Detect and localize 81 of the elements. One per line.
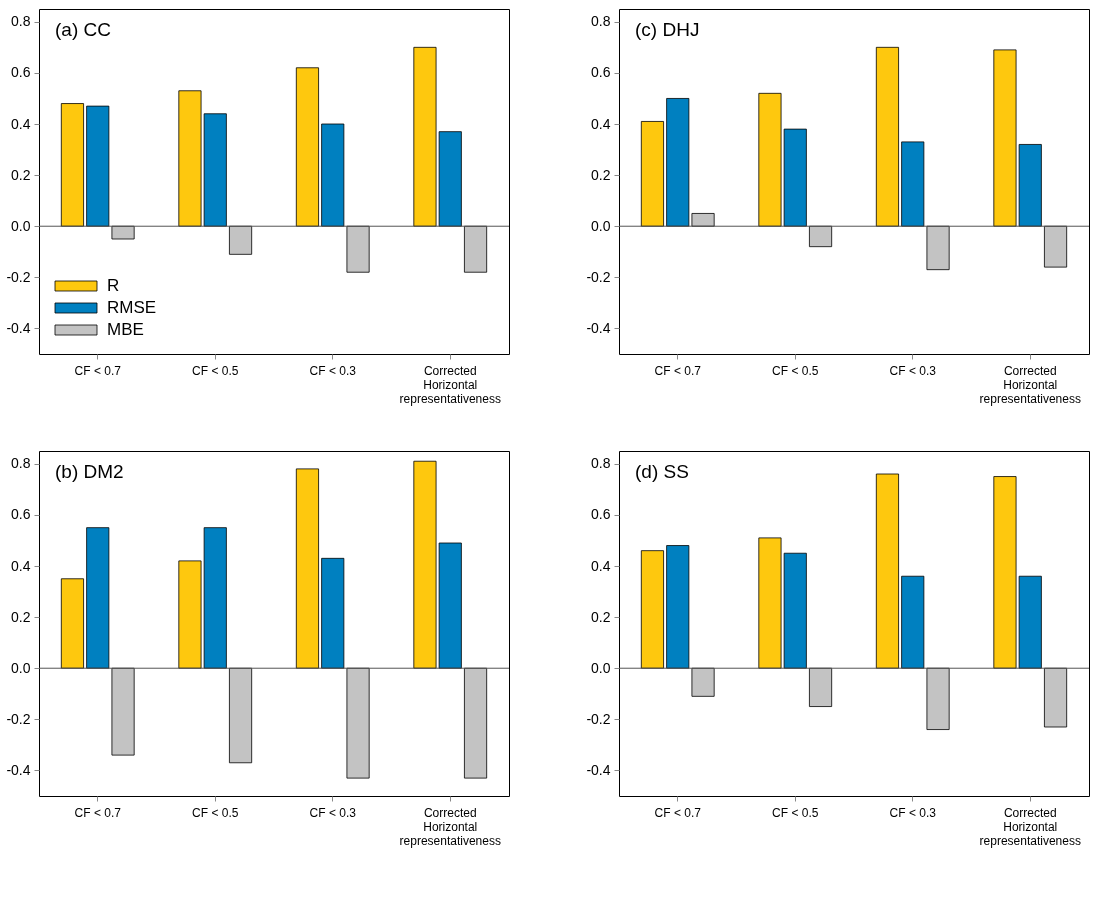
y-tick-label: 0.2 (591, 608, 611, 625)
bar (229, 667, 253, 764)
x-tick-label: CF < 0.3 (889, 805, 937, 820)
bar (901, 141, 925, 227)
y-tick-label: 0.4 (11, 557, 31, 574)
y-tick-label: 0.6 (11, 506, 31, 523)
x-tick-label: CF < 0.5 (192, 805, 239, 820)
bar (346, 225, 370, 273)
y-tick-label: 0.2 (11, 608, 31, 625)
text: (a) CC (55, 19, 111, 40)
bar (809, 667, 833, 707)
bar (464, 225, 488, 273)
y-tick-label: 0.2 (11, 166, 31, 183)
y-tick-label: 0.4 (591, 115, 611, 132)
y-tick-label: -0.2 (586, 710, 611, 727)
y-tick-label: -0.2 (6, 710, 31, 727)
y-tick-label: 0.8 (11, 455, 31, 472)
x-tick-label: CF < 0.7 (654, 805, 702, 820)
text: (d) SS (635, 461, 689, 482)
bar (640, 121, 664, 227)
y-tick-label: -0.4 (6, 319, 31, 336)
text: (b) DM2 (55, 461, 124, 482)
legend-label: RMSE (107, 298, 157, 317)
legend-label: MBE (107, 320, 144, 339)
bar (86, 527, 110, 669)
y-tick-label: 0.0 (11, 217, 31, 234)
x-tick-label: Corrected Horizontal representativeness (979, 363, 1081, 406)
x-tick-label: CF < 0.3 (309, 363, 357, 378)
x-tick-label: CF < 0.3 (309, 805, 357, 820)
bar (640, 550, 664, 669)
y-tick-label: 0.4 (11, 115, 31, 132)
x-tick-label: CF < 0.7 (74, 805, 122, 820)
legend-label: R (107, 276, 120, 295)
y-tick-label: 0.8 (11, 13, 31, 30)
bar (111, 667, 135, 756)
bar (346, 667, 370, 779)
bar (1044, 225, 1068, 268)
bar (1044, 667, 1068, 728)
bar (295, 468, 319, 669)
bar (464, 667, 488, 779)
bar (86, 105, 110, 227)
y-tick-label: -0.4 (586, 761, 611, 778)
bar (809, 225, 833, 248)
x-tick-label: Corrected Horizontal representativeness (399, 363, 501, 406)
y-tick-label: 0.0 (591, 217, 611, 234)
y-tick-label: 0.0 (591, 659, 611, 676)
bar (229, 225, 253, 255)
y-tick-label: -0.4 (6, 761, 31, 778)
x-tick-label: CF < 0.5 (772, 363, 819, 378)
bar (111, 225, 135, 240)
y-tick-label: 0.0 (11, 659, 31, 676)
x-tick-label: CF < 0.7 (654, 363, 702, 378)
bar (295, 67, 319, 227)
y-tick-label: 0.6 (11, 64, 31, 81)
bar (875, 473, 899, 669)
y-tick-label: 0.2 (591, 166, 611, 183)
x-tick-label: CF < 0.7 (74, 363, 122, 378)
y-tick-label: 0.8 (591, 13, 611, 30)
x-tick-label: CF < 0.5 (192, 363, 239, 378)
x-tick-label: CF < 0.3 (889, 363, 937, 378)
y-tick-label: 0.6 (591, 506, 611, 523)
y-tick-label: 0.8 (591, 455, 611, 472)
y-tick-label: -0.4 (586, 319, 611, 336)
y-tick-label: 0.4 (591, 557, 611, 574)
text: (c) DHJ (635, 19, 700, 40)
bar (691, 667, 715, 697)
bar (60, 578, 84, 669)
x-tick-label: Corrected Horizontal representativeness (979, 805, 1081, 848)
bar (875, 46, 899, 227)
y-tick-label: -0.2 (586, 268, 611, 285)
y-tick-label: 0.6 (591, 64, 611, 81)
x-tick-label: Corrected Horizontal representativeness (399, 805, 501, 848)
bar (321, 123, 345, 227)
x-tick-label: CF < 0.5 (772, 805, 819, 820)
bar (666, 545, 690, 669)
bar (321, 557, 345, 669)
bar (926, 667, 950, 730)
bar (60, 103, 84, 227)
bar (926, 225, 950, 271)
bar (901, 575, 925, 669)
y-tick-label: -0.2 (6, 268, 31, 285)
